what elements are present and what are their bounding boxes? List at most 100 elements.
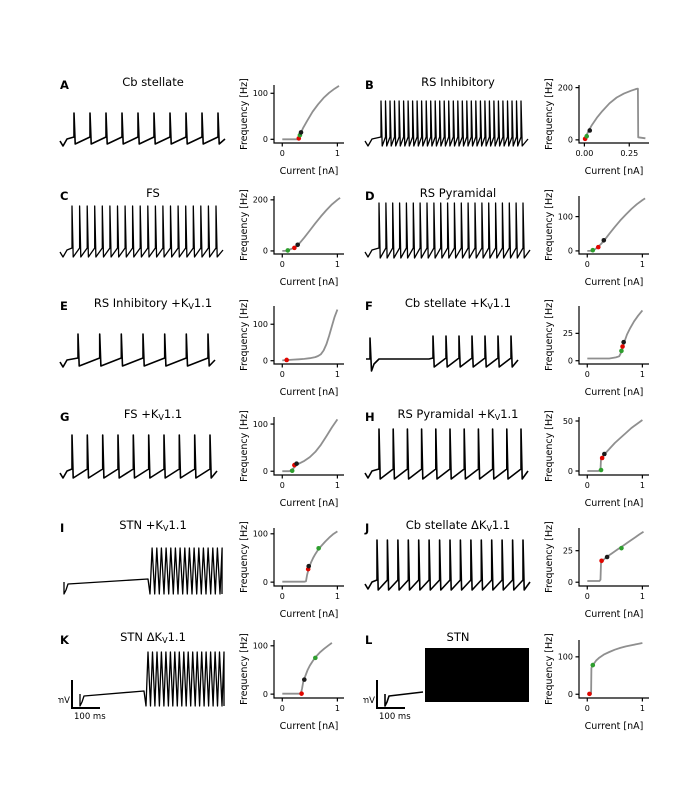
- x-tick-label: 0.25: [620, 149, 638, 158]
- title-text: 1.1: [500, 407, 519, 421]
- title-subscript: V: [486, 524, 492, 533]
- panel-title-f: Cb stellate +KV1.1: [353, 296, 563, 311]
- x-axis-label: Current [nA]: [585, 166, 644, 177]
- fi-marker-green: [285, 248, 291, 253]
- title-text: Cb stellate: [122, 75, 184, 89]
- scale-bar: [71, 680, 100, 709]
- fi-plot-b: 0.00 0.25 0 200 Current [nA] Frequency [Hz]: [544, 78, 649, 177]
- fi-axes: [273, 196, 344, 255]
- panel-c: C FS 0 1 0 200 Current [nA] Frequency [Hz]: [48, 184, 352, 294]
- panel-title-l: STN: [353, 630, 563, 644]
- panel-l: L STN 50 mV 100 ms 0 1 0 100 Current [nA] Frequen…: [353, 628, 657, 738]
- fi-marker-red: [595, 244, 601, 250]
- y-tick-label: 50: [563, 417, 573, 426]
- panel-letter-h: H: [365, 410, 375, 424]
- fi-marker-green: [289, 468, 295, 474]
- fi-axes: [578, 640, 649, 699]
- panel-letter-j: J: [365, 521, 370, 535]
- fi-curve: [587, 309, 644, 360]
- y-tick-label: 0: [263, 357, 268, 366]
- y-axis-label: Frequency [Hz]: [544, 299, 555, 371]
- fi-plot-l: 0 1 0 100 Current [nA] Frequency [Hz]: [544, 633, 649, 732]
- fi-marker-red: [620, 344, 625, 349]
- x-tick-label: 0.00: [575, 149, 593, 158]
- fi-axes: [273, 640, 344, 699]
- x-tick-label: 0: [585, 592, 590, 601]
- fi-plot-a: 0 1 0 100 Current [nA] Frequency [Hz]: [239, 78, 344, 177]
- panel-e: E RS Inhibitory +KV1.1 0 1 0 100 Current [nA] F…: [48, 294, 352, 404]
- x-tick-label: 0: [280, 260, 285, 269]
- fi-marker-green: [619, 348, 624, 354]
- voltage-trace-f: [366, 335, 519, 372]
- trace-line: [364, 539, 531, 591]
- y-axis-label: Frequency [Hz]: [239, 521, 250, 593]
- fi-axes: [578, 306, 649, 365]
- fi-marker-green: [316, 546, 321, 551]
- panel-letter-k: K: [60, 633, 69, 647]
- x-axis-label: Current [nA]: [585, 498, 644, 509]
- x-axis-label: Current [nA]: [585, 277, 644, 288]
- x-tick-label: 1: [640, 704, 645, 713]
- fi-marker-black: [298, 130, 304, 135]
- y-tick-label: 0: [568, 578, 573, 587]
- scale-bar-time-label: 100 ms: [74, 712, 106, 722]
- panel-title-h: RS Pyramidal +KV1.1: [353, 407, 563, 422]
- voltage-trace-j: [364, 539, 531, 591]
- fi-plot-h: 0 1 0 50 Current [nA] Frequency [Hz]: [544, 410, 649, 509]
- x-tick-label: 1: [335, 481, 340, 490]
- x-tick-label: 0: [280, 370, 285, 379]
- voltage-trace-l: 50 mV 100 ms: [363, 648, 529, 722]
- title-text: STN +K: [119, 518, 163, 532]
- fi-marker-green: [590, 662, 596, 668]
- scale-bar-time-label: 100 ms: [379, 712, 411, 722]
- y-axis-label: Frequency [Hz]: [239, 78, 250, 150]
- y-axis-label: Frequency [Hz]: [544, 189, 555, 261]
- fi-curve: [282, 85, 340, 141]
- panel-letter-d: D: [365, 189, 375, 203]
- y-tick-label: 0: [263, 467, 268, 476]
- fi-curve: [587, 419, 643, 472]
- title-text: FS: [146, 186, 160, 200]
- panel-b: B RS Inhibitory 0.00 0.25 0 200 Current [nA] Fr…: [353, 73, 657, 183]
- fi-curve: [282, 642, 333, 695]
- panel-title-k: STN ΔKV1.1: [48, 630, 258, 645]
- panel-letter-b: B: [365, 78, 374, 92]
- panel-title-d: RS Pyramidal: [353, 186, 563, 200]
- x-axis-label: Current [nA]: [280, 498, 339, 509]
- fi-axes: [273, 417, 344, 476]
- title-text: 1.1: [492, 296, 512, 310]
- x-tick-label: 1: [640, 370, 645, 379]
- x-axis-label: Current [nA]: [280, 387, 339, 398]
- fi-marker-red: [599, 455, 605, 461]
- fi-marker-red: [299, 691, 304, 696]
- y-axis-label: Frequency [Hz]: [544, 633, 555, 705]
- title-text: STN ΔK: [120, 630, 163, 644]
- fi-marker-green: [313, 655, 318, 661]
- trace-line: [364, 100, 529, 147]
- panel-f: F Cb stellate +KV1.1 0 1 0 25 Current [nA] Freq…: [353, 294, 657, 404]
- panel-title-b: RS Inhibitory: [353, 75, 563, 89]
- title-text: RS Inhibitory +K: [93, 296, 189, 310]
- y-tick-label: 25: [563, 329, 573, 338]
- title-subscript: V: [158, 413, 164, 422]
- panel-title-c: FS: [48, 186, 258, 200]
- x-tick-label: 1: [640, 260, 645, 269]
- panel-title-i: STN +KV1.1: [48, 518, 258, 533]
- fi-axes: [273, 85, 344, 144]
- trace-line: [366, 335, 519, 372]
- x-axis-label: Current [nA]: [280, 721, 339, 732]
- fi-plot-j: 0 1 0 25 Current [nA] Frequency [Hz]: [544, 521, 649, 620]
- y-tick-label: 100: [558, 212, 573, 221]
- y-tick-label: 0: [263, 247, 268, 256]
- title-text: RS Pyramidal +K: [397, 407, 495, 421]
- voltage-trace-c: [59, 205, 224, 258]
- trace-line: [59, 112, 226, 147]
- fi-marker-red: [599, 558, 604, 564]
- fi-curve: [282, 197, 341, 252]
- x-tick-label: 0: [585, 370, 590, 379]
- y-tick-label: 100: [253, 530, 268, 539]
- fi-curve: [583, 87, 646, 140]
- fi-curve: [587, 531, 644, 582]
- panel-d: D RS Pyramidal 0 1 0 100 Current [nA] Frequency…: [353, 184, 657, 294]
